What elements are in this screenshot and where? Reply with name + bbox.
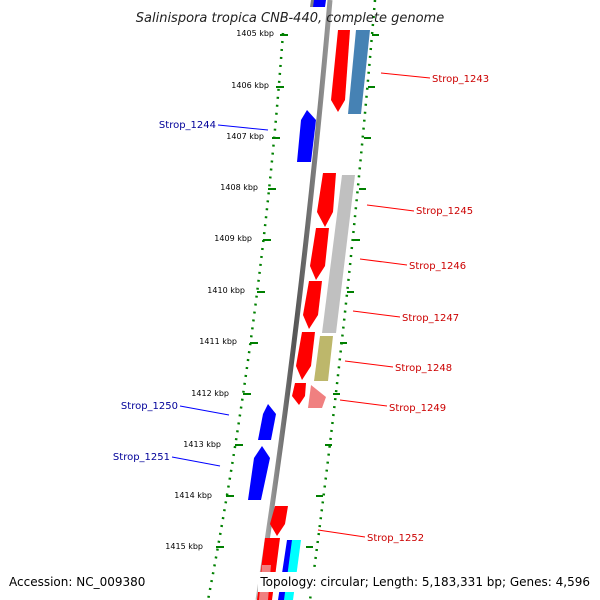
tick-label: 1407 kbp [226, 132, 264, 141]
tick-label: 1410 kbp [207, 286, 245, 295]
gene-label-strop-1249[interactable]: Strop_1249 [389, 403, 446, 414]
leader-line-strop-1247 [352, 310, 401, 318]
cog-bar-strop-1245-1247 [322, 175, 355, 333]
gene-arrow-strop-1250 [258, 404, 276, 440]
accession-text: Accession: NC_009380 [9, 575, 145, 589]
gene-arrow-strop-1244 [297, 110, 316, 162]
cog-bar-strop-1248 [314, 336, 333, 381]
kbp-ticks: 1405 kbp 1406 kbp 1407 kbp 1408 kbp 1409… [165, 29, 379, 551]
gene-features [248, 0, 370, 600]
gene-label-strop-1245[interactable]: Strop_1245 [416, 206, 473, 217]
gene-arrow-top-blue [313, 0, 326, 7]
gene-label-strop-1252[interactable]: Strop_1252 [367, 533, 424, 544]
cog-bar-strop-1249 [308, 385, 326, 408]
gene-arrow-strop-1248 [296, 332, 315, 380]
gene-arrow-strop-1247 [303, 281, 322, 329]
footer-bg-right [258, 572, 594, 592]
leader-line-strop-1248 [344, 360, 394, 368]
footer-bg-left [6, 572, 154, 592]
cog-bar-strop-1243 [348, 30, 370, 114]
gene-label-strop-1250[interactable]: Strop_1250 [121, 401, 178, 412]
gene-labels: Strop_1243 Strop_1244 Strop_1245 Strop_1… [113, 72, 489, 544]
gene-arrow-strop-1245 [317, 173, 336, 227]
gene-arrow-strop-1249 [292, 383, 306, 405]
gene-label-strop-1248[interactable]: Strop_1248 [395, 363, 452, 374]
scale-rings [206, 0, 377, 600]
gene-label-strop-1247[interactable]: Strop_1247 [402, 313, 459, 324]
genome-summary-text: Topology: circular; Length: 5,183,331 bp… [259, 575, 590, 589]
gene-arrow-strop-1243 [331, 30, 350, 112]
leader-line-strop-1243 [380, 72, 431, 79]
tick-label: 1408 kbp [220, 183, 258, 192]
gene-label-strop-1251[interactable]: Strop_1251 [113, 452, 170, 463]
genome-backbone [255, 0, 333, 600]
gene-arrow-strop-1252 [270, 506, 288, 536]
leader-line-strop-1244 [217, 124, 269, 131]
gene-arrow-strop-1246 [310, 228, 329, 280]
outer-dotted-ring [308, 0, 377, 600]
tick-label: 1406 kbp [231, 81, 269, 90]
gene-label-strop-1243[interactable]: Strop_1243 [432, 74, 489, 85]
gene-label-strop-1246[interactable]: Strop_1246 [409, 261, 466, 272]
tick-label: 1405 kbp [236, 29, 274, 38]
gene-label-strop-1244[interactable]: Strop_1244 [159, 120, 216, 131]
tick-label: 1413 kbp [183, 440, 221, 449]
tick-label: 1409 kbp [214, 234, 252, 243]
map-title: Salinispora tropica CNB-440, complete ge… [136, 11, 444, 26]
leader-line-strop-1249 [339, 399, 388, 407]
tick-label: 1412 kbp [191, 389, 229, 398]
leader-line-strop-1246 [359, 258, 408, 266]
tick-label: 1411 kbp [199, 337, 237, 346]
tick-label: 1415 kbp [165, 542, 203, 551]
leader-line-strop-1250 [179, 405, 230, 416]
leader-line-strop-1252 [317, 529, 366, 538]
gene-arrow-strop-1251 [248, 446, 270, 500]
tick-label: 1414 kbp [174, 491, 212, 500]
leader-line-strop-1245 [366, 204, 415, 212]
leader-line-strop-1251 [171, 456, 221, 467]
